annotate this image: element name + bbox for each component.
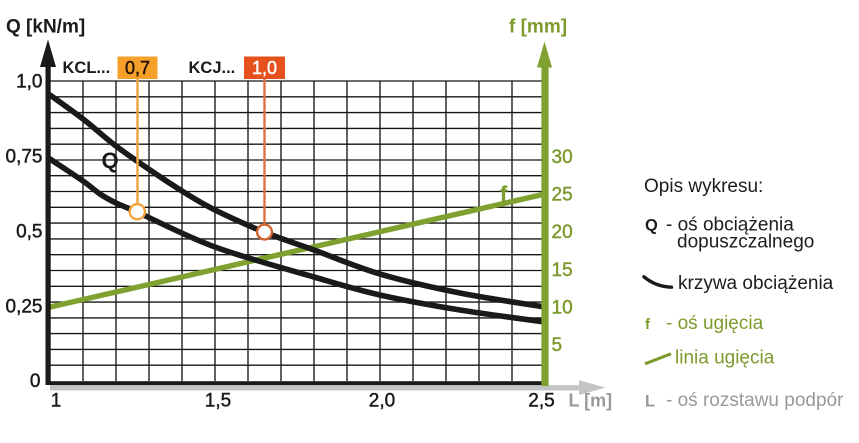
svg-text:25: 25 [552,185,573,206]
svg-text:10: 10 [552,298,573,319]
svg-text:2,0: 2,0 [369,391,395,412]
svg-text:L: L [645,392,655,410]
svg-text:0: 0 [30,371,41,392]
svg-text:15: 15 [552,260,573,281]
svg-text:0,5: 0,5 [16,222,42,243]
svg-text:1,0: 1,0 [16,72,42,93]
svg-text:Q: Q [645,217,658,235]
svg-text:1,5: 1,5 [205,391,231,412]
svg-text:krzywa obciążenia: krzywa obciążenia [678,273,834,294]
svg-text:Q [kN/m]: Q [kN/m] [6,17,85,38]
svg-text:linia ugięcia: linia ugięcia [675,348,775,369]
svg-text:1: 1 [51,391,62,412]
svg-text:0,7: 0,7 [125,58,150,78]
svg-text:5: 5 [552,335,563,356]
svg-text:0,25: 0,25 [6,297,43,318]
svg-text:- oś obciążenia: - oś obciążenia [666,215,794,236]
svg-text:f [mm]: f [mm] [509,17,567,38]
svg-text:KCL...: KCL... [63,59,111,77]
svg-text:0,75: 0,75 [6,147,43,168]
svg-text:Opis wykresu:: Opis wykresu: [644,176,763,197]
svg-text:2,5: 2,5 [528,391,554,412]
svg-text:- oś rozstawu podpór: - oś rozstawu podpór [666,390,844,411]
svg-text:dopuszczalnego: dopuszczalnego [677,232,814,253]
svg-text:f: f [645,316,651,333]
svg-text:Q: Q [102,148,119,173]
svg-text:KCJ...: KCJ... [189,59,236,77]
svg-text:1,0: 1,0 [252,58,277,78]
svg-text:- oś ugięcia: - oś ugięcia [666,313,764,334]
svg-text:L [m]: L [m] [569,391,613,411]
svg-text:f: f [500,182,508,206]
svg-text:20: 20 [552,222,573,243]
svg-text:30: 30 [552,147,573,168]
